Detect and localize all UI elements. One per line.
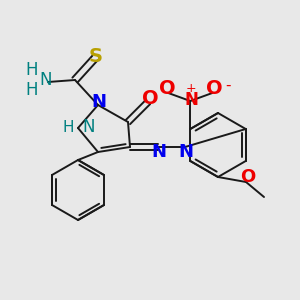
Text: O: O — [159, 79, 175, 98]
Text: H: H — [62, 119, 74, 134]
Text: H: H — [26, 61, 38, 79]
Text: O: O — [142, 89, 158, 109]
Text: O: O — [240, 168, 256, 186]
Text: N: N — [82, 118, 94, 136]
Text: N: N — [178, 143, 194, 161]
Text: S: S — [89, 46, 103, 65]
Text: H: H — [26, 81, 38, 99]
Text: -: - — [226, 77, 231, 92]
Text: O: O — [206, 79, 223, 98]
Text: +: + — [186, 82, 196, 95]
Text: N: N — [92, 93, 106, 111]
Text: N: N — [184, 91, 198, 109]
Text: N: N — [40, 71, 52, 89]
Text: N: N — [152, 143, 166, 161]
